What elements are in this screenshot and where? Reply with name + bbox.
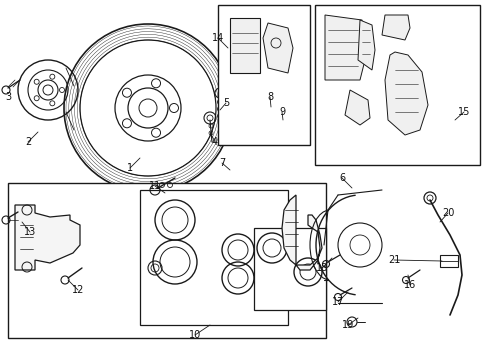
Text: 3: 3 (5, 92, 11, 102)
Polygon shape (385, 52, 428, 135)
Text: 13: 13 (24, 227, 36, 237)
Bar (315, 5, 480, 165)
Bar (440, 255, 458, 267)
Text: 10: 10 (189, 330, 201, 340)
Text: 16: 16 (404, 280, 416, 290)
Text: 19: 19 (342, 320, 354, 330)
Bar (254, 228, 326, 310)
Polygon shape (325, 15, 365, 80)
Polygon shape (263, 23, 293, 73)
Text: 14: 14 (212, 33, 224, 43)
Text: 2: 2 (25, 137, 31, 147)
Text: 5: 5 (223, 98, 229, 108)
Polygon shape (345, 90, 370, 125)
Text: 7: 7 (219, 158, 225, 168)
Text: 17: 17 (332, 297, 344, 307)
Bar (8, 183, 326, 338)
Bar (218, 5, 310, 145)
Text: 21: 21 (388, 255, 400, 265)
Polygon shape (282, 195, 322, 270)
Bar (140, 190, 288, 325)
Polygon shape (15, 205, 80, 270)
Text: 8: 8 (267, 92, 273, 102)
Text: 20: 20 (442, 208, 454, 218)
Text: 6: 6 (339, 173, 345, 183)
Text: 9: 9 (279, 107, 285, 117)
Text: 4: 4 (212, 137, 218, 147)
Polygon shape (358, 20, 375, 70)
Polygon shape (230, 18, 260, 73)
Text: 1: 1 (127, 163, 133, 173)
Text: 18: 18 (316, 263, 328, 273)
Text: 11: 11 (149, 181, 161, 191)
Polygon shape (382, 15, 410, 40)
Text: 12: 12 (72, 285, 84, 295)
Text: 15: 15 (458, 107, 470, 117)
